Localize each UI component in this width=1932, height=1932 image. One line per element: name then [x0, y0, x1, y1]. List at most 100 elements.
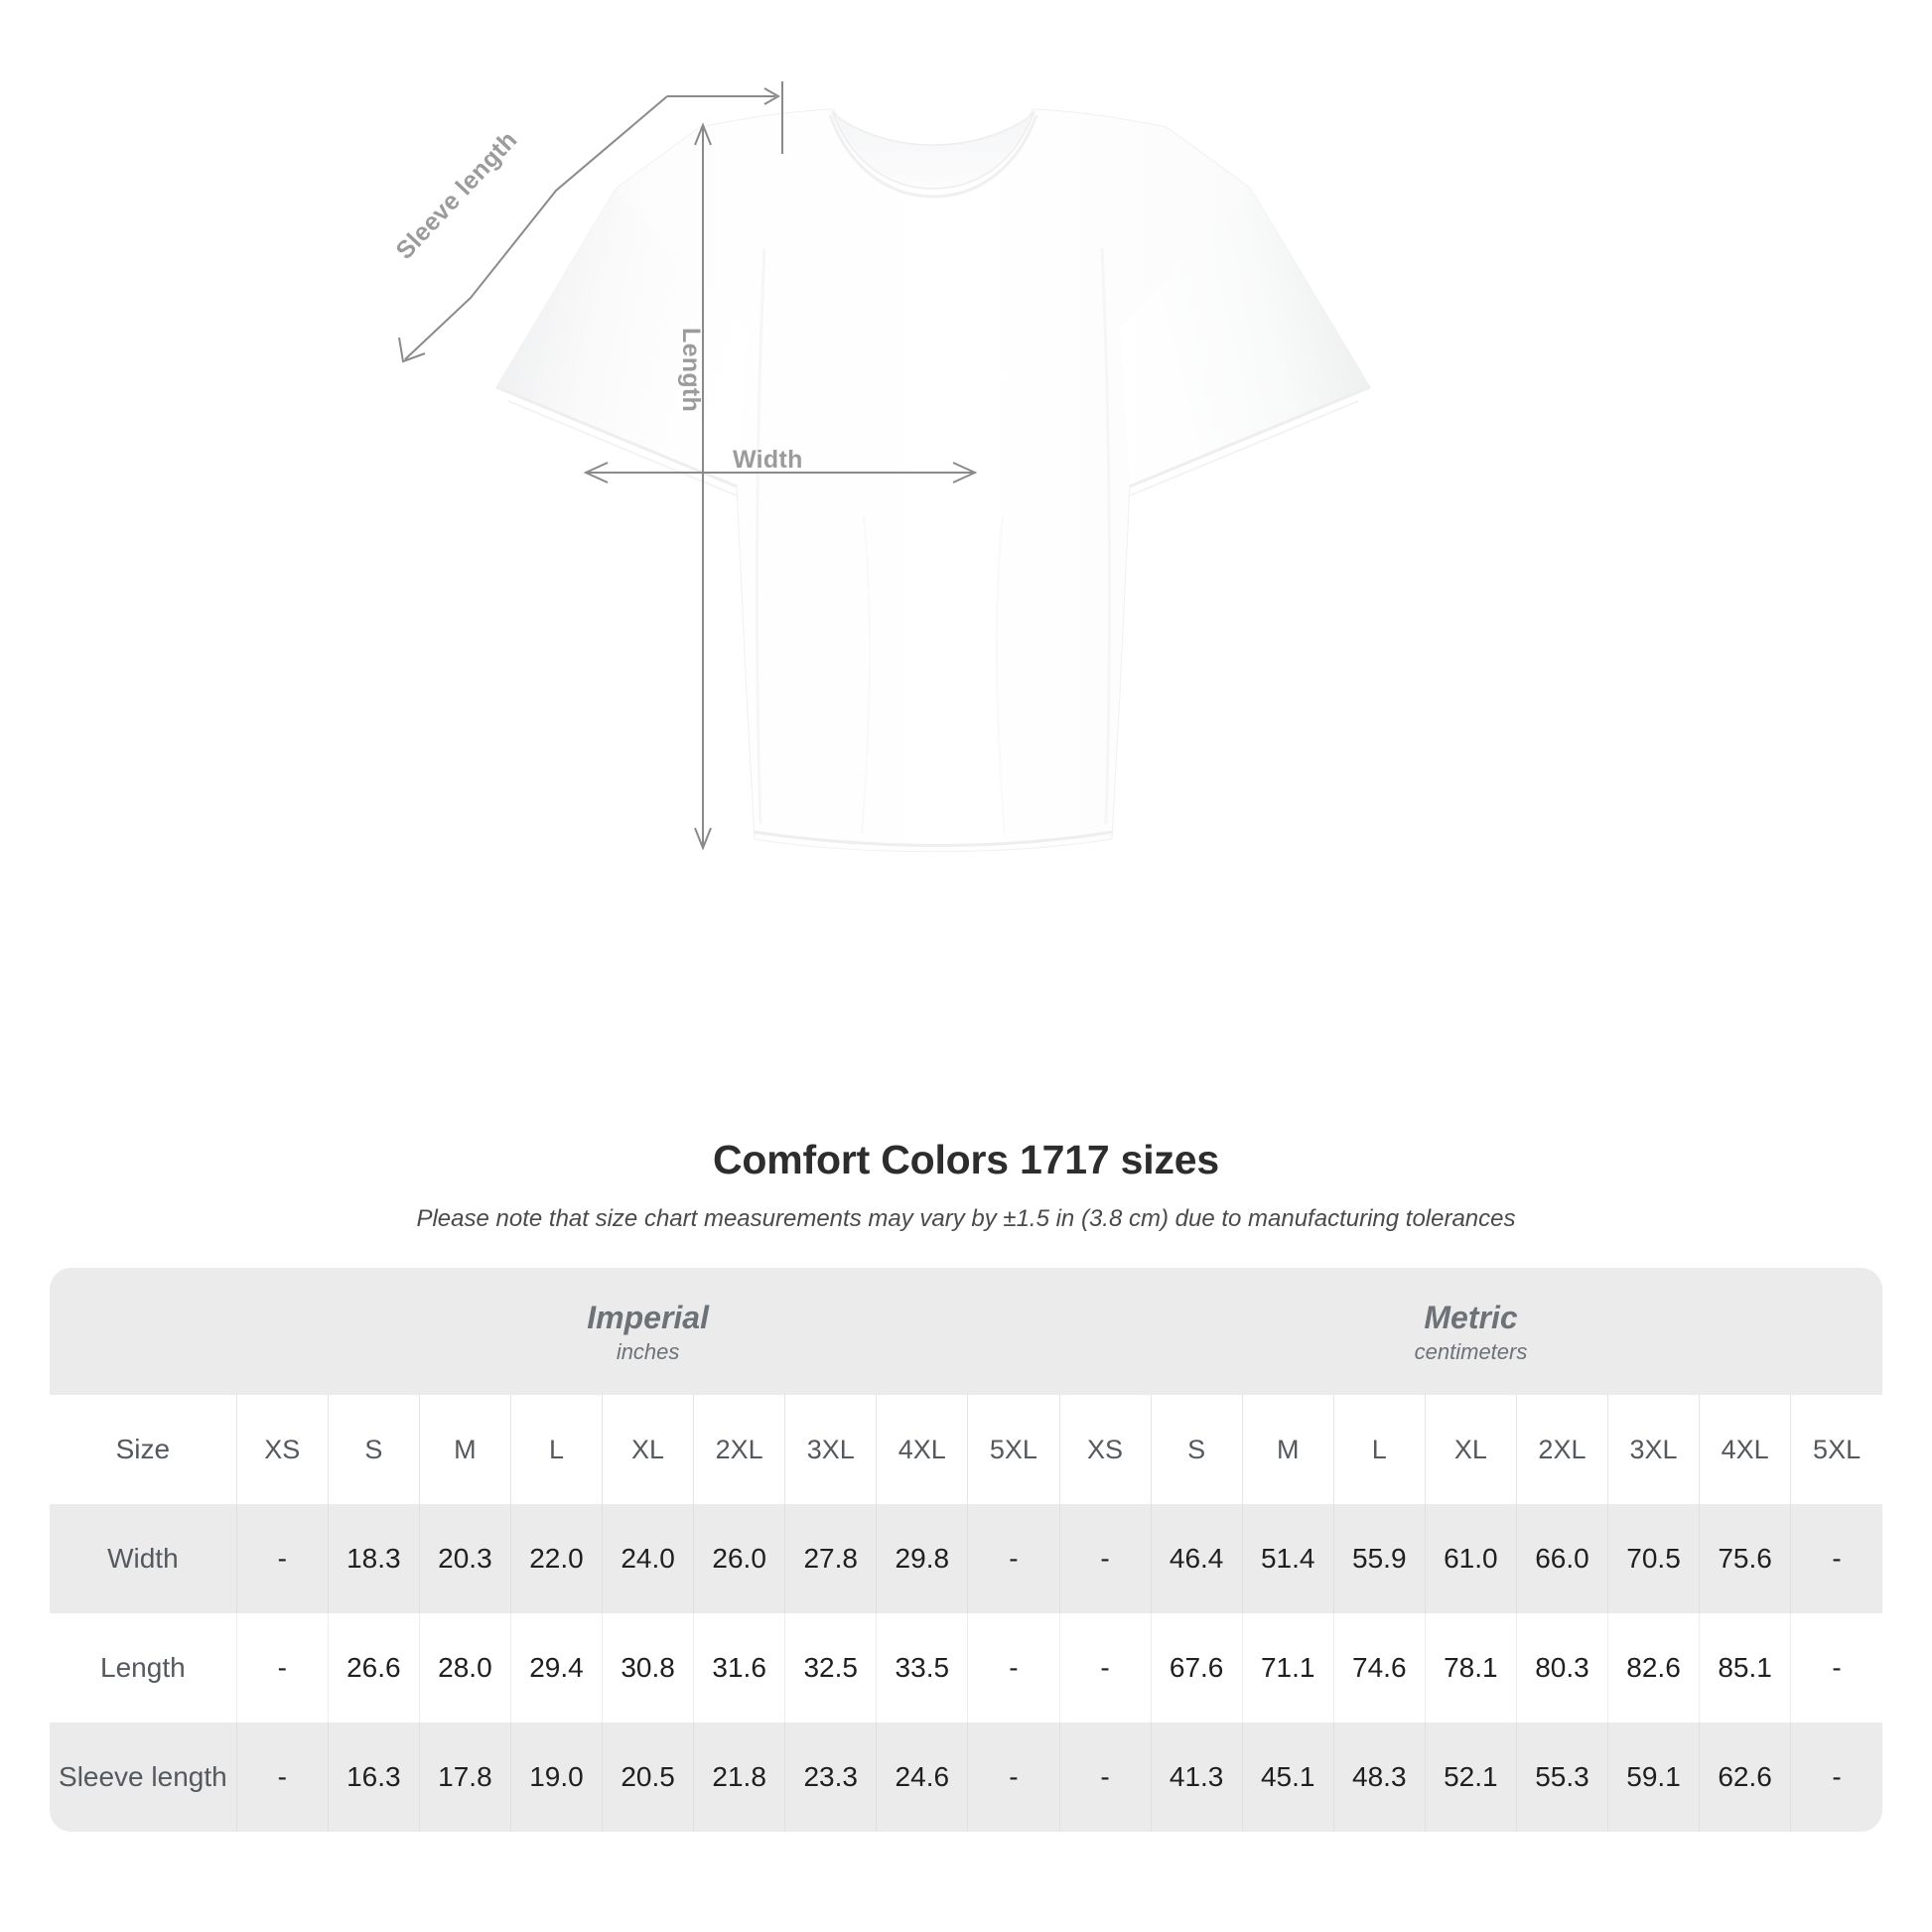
size-header-metric-xs: XS [1059, 1395, 1152, 1504]
cell-width-metric-xl: 61.0 [1425, 1504, 1517, 1613]
cell-sleeve-imperial-4xl: 24.6 [876, 1723, 969, 1832]
unit-metric-cell: Metric centimeters [1059, 1268, 1882, 1395]
unit-imperial-name: Imperial [587, 1300, 709, 1336]
row-label-length: Length [50, 1613, 237, 1723]
unit-metric-name: Metric [1424, 1300, 1518, 1336]
cell-width-imperial-l: 22.0 [510, 1504, 604, 1613]
tshirt-measurement-diagram: Sleeve length Length Width [390, 81, 1371, 853]
page-subtitle: Please note that size chart measurements… [416, 1205, 1516, 1232]
unit-imperial-cell: Imperial inches [236, 1268, 1060, 1395]
width-dimension-label: Width [733, 446, 803, 474]
cell-width-imperial-2xl: 26.0 [693, 1504, 786, 1613]
size-header-metric-2xl: 2XL [1516, 1395, 1608, 1504]
size-header-imperial-xs: XS [236, 1395, 329, 1504]
cell-width-metric-m: 51.4 [1242, 1504, 1334, 1613]
cell-width-imperial-s: 18.3 [328, 1504, 420, 1613]
size-header-imperial-5xl: 5XL [967, 1395, 1060, 1504]
cell-sleeve-imperial-3xl: 23.3 [784, 1723, 878, 1832]
table-row: Sleeve length - 16.3 17.8 19.0 20.5 21.8… [50, 1723, 1882, 1832]
cell-width-metric-4xl: 75.6 [1699, 1504, 1792, 1613]
size-header-imperial-2xl: 2XL [693, 1395, 786, 1504]
cell-sleeve-imperial-5xl: - [967, 1723, 1060, 1832]
size-header-imperial-m: M [419, 1395, 511, 1504]
size-header-imperial-l: L [510, 1395, 604, 1504]
size-header-metric-4xl: 4XL [1699, 1395, 1792, 1504]
cell-width-imperial-3xl: 27.8 [784, 1504, 878, 1613]
cell-length-metric-xl: 78.1 [1425, 1613, 1517, 1723]
cell-length-imperial-m: 28.0 [419, 1613, 511, 1723]
sleeve-length-line [404, 95, 668, 360]
row-label-width: Width [50, 1504, 237, 1613]
cell-length-imperial-3xl: 32.5 [784, 1613, 878, 1723]
size-header-imperial-s: S [328, 1395, 420, 1504]
unit-row-spacer [50, 1268, 237, 1395]
cell-sleeve-metric-xl: 52.1 [1425, 1723, 1517, 1832]
cell-sleeve-metric-m: 45.1 [1242, 1723, 1334, 1832]
cell-length-imperial-5xl: - [967, 1613, 1060, 1723]
table-row: Length - 26.6 28.0 29.4 30.8 31.6 32.5 3… [50, 1613, 1882, 1723]
cell-width-metric-xs: - [1059, 1504, 1152, 1613]
cell-width-imperial-xl: 24.0 [602, 1504, 695, 1613]
cell-sleeve-metric-s: 41.3 [1151, 1723, 1243, 1832]
cell-width-imperial-5xl: - [967, 1504, 1060, 1613]
cell-width-imperial-4xl: 29.8 [876, 1504, 969, 1613]
size-header-metric-5xl: 5XL [1790, 1395, 1882, 1504]
cell-length-metric-2xl: 80.3 [1516, 1613, 1608, 1723]
size-column-label: Size [50, 1395, 237, 1504]
cell-length-metric-3xl: 82.6 [1607, 1613, 1701, 1723]
cell-sleeve-imperial-l: 19.0 [510, 1723, 604, 1832]
row-label-sleeve-length: Sleeve length [50, 1723, 237, 1832]
table-row: Width - 18.3 20.3 22.0 24.0 26.0 27.8 29… [50, 1504, 1882, 1613]
cell-sleeve-imperial-s: 16.3 [328, 1723, 420, 1832]
cell-sleeve-imperial-m: 17.8 [419, 1723, 511, 1832]
title-block: Comfort Colors 1717 sizes Please note th… [0, 1137, 1932, 1233]
size-header-imperial-3xl: 3XL [784, 1395, 878, 1504]
unit-header-row: Imperial inches Metric centimeters [50, 1268, 1882, 1395]
size-chart-table-container: Imperial inches Metric centimeters Size … [50, 1268, 1882, 1832]
cell-sleeve-metric-4xl: 62.6 [1699, 1723, 1792, 1832]
tshirt-body-shape [495, 108, 1371, 853]
length-dimension-label: Length [677, 328, 705, 413]
unit-imperial-sub: inches [616, 1339, 680, 1365]
cell-sleeve-metric-l: 48.3 [1333, 1723, 1426, 1832]
cell-length-metric-4xl: 85.1 [1699, 1613, 1792, 1723]
cell-width-metric-2xl: 66.0 [1516, 1504, 1608, 1613]
cell-width-metric-3xl: 70.5 [1607, 1504, 1701, 1613]
cell-length-imperial-xl: 30.8 [602, 1613, 695, 1723]
size-header-imperial-4xl: 4XL [876, 1395, 969, 1504]
cell-length-metric-m: 71.1 [1242, 1613, 1334, 1723]
cell-sleeve-metric-xs: - [1059, 1723, 1152, 1832]
cell-width-imperial-xs: - [236, 1504, 329, 1613]
size-header-metric-xl: XL [1425, 1395, 1517, 1504]
measurement-guides [404, 81, 973, 846]
tshirt-illustration [398, 81, 1371, 853]
cell-width-metric-l: 55.9 [1333, 1504, 1426, 1613]
cell-sleeve-imperial-2xl: 21.8 [693, 1723, 786, 1832]
cell-sleeve-imperial-xl: 20.5 [602, 1723, 695, 1832]
cell-length-metric-xs: - [1059, 1613, 1152, 1723]
size-header-row: Size XS S M L XL 2XL 3XL 4XL 5XL XS S M … [50, 1395, 1882, 1504]
cell-length-imperial-l: 29.4 [510, 1613, 604, 1723]
size-header-metric-3xl: 3XL [1607, 1395, 1701, 1504]
cell-sleeve-metric-5xl: - [1790, 1723, 1882, 1832]
cell-width-metric-s: 46.4 [1151, 1504, 1243, 1613]
cell-width-imperial-m: 20.3 [419, 1504, 511, 1613]
cell-sleeve-metric-2xl: 55.3 [1516, 1723, 1608, 1832]
cell-length-metric-5xl: - [1790, 1613, 1882, 1723]
size-header-metric-s: S [1151, 1395, 1243, 1504]
cell-length-imperial-4xl: 33.5 [876, 1613, 969, 1723]
cell-length-imperial-2xl: 31.6 [693, 1613, 786, 1723]
cell-width-metric-5xl: - [1790, 1504, 1882, 1613]
size-header-metric-m: M [1242, 1395, 1334, 1504]
size-chart-table: Imperial inches Metric centimeters Size … [50, 1268, 1882, 1832]
cell-length-metric-s: 67.6 [1151, 1613, 1243, 1723]
cell-sleeve-imperial-xs: - [236, 1723, 329, 1832]
size-header-metric-l: L [1333, 1395, 1426, 1504]
cell-length-metric-l: 74.6 [1333, 1613, 1426, 1723]
measurement-arrowheads [398, 87, 978, 851]
page-title: Comfort Colors 1717 sizes [713, 1137, 1219, 1182]
cell-sleeve-metric-3xl: 59.1 [1607, 1723, 1701, 1832]
cell-length-imperial-xs: - [236, 1613, 329, 1723]
cell-length-imperial-s: 26.6 [328, 1613, 420, 1723]
